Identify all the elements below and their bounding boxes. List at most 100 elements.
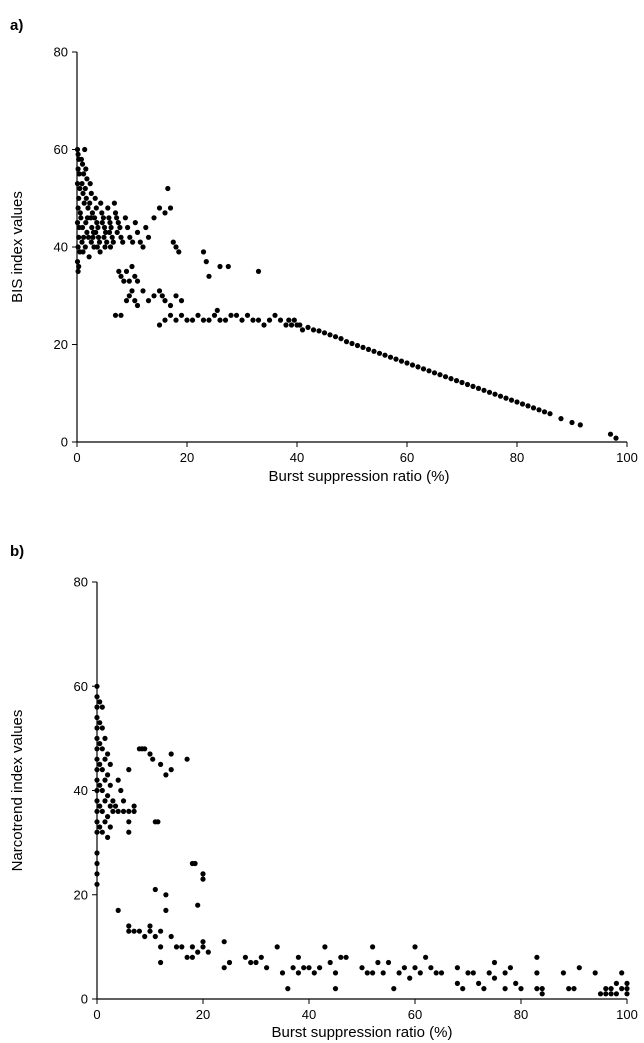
data-point (266, 317, 273, 323)
data-point (189, 954, 195, 960)
data-point (97, 803, 103, 809)
data-point (497, 393, 504, 399)
data-point (508, 397, 515, 403)
data-point (206, 273, 212, 279)
data-point (94, 244, 100, 250)
data-point (370, 944, 376, 950)
data-point (459, 379, 465, 386)
data-point (107, 761, 113, 768)
data-point (502, 970, 508, 976)
data-point (168, 933, 174, 940)
data-point (539, 991, 545, 997)
data-point (412, 965, 418, 971)
data-point (195, 902, 201, 908)
data-point (104, 239, 110, 245)
data-point (283, 322, 289, 328)
data-point (76, 171, 82, 177)
data-point (107, 803, 113, 809)
data-point (382, 352, 388, 358)
data-point (92, 215, 98, 221)
data-point (491, 959, 498, 966)
data-point (126, 928, 132, 934)
data-point (332, 970, 339, 976)
data-point (99, 746, 105, 752)
data-point (152, 933, 158, 940)
x-tick-label: 100 (616, 1007, 638, 1022)
data-point (156, 322, 163, 328)
x-tick-label: 60 (408, 1007, 422, 1022)
data-point (560, 970, 567, 976)
data-point (105, 751, 111, 757)
data-point (364, 970, 370, 976)
data-point (317, 965, 323, 971)
data-point (200, 939, 206, 945)
data-point (332, 986, 339, 992)
data-point (75, 244, 81, 250)
data-point (155, 819, 161, 825)
data-point (131, 803, 137, 809)
data-point (195, 949, 201, 955)
data-point (327, 959, 333, 966)
data-point (255, 268, 262, 274)
x-tick-label: 80 (510, 450, 524, 465)
data-point (470, 970, 476, 976)
data-point (492, 391, 498, 397)
data-point (102, 735, 108, 742)
data-point (79, 161, 86, 167)
data-point (371, 348, 377, 354)
data-point (534, 970, 540, 976)
data-point (486, 389, 493, 395)
data-point (571, 986, 577, 992)
data-point (189, 317, 196, 323)
panel-a: a) BIS index values Burst suppression ra… (9, 17, 638, 485)
data-point (360, 344, 366, 350)
data-point (370, 970, 376, 976)
data-point (248, 959, 254, 966)
data-point (158, 959, 164, 966)
y-tick-label: 40 (54, 240, 68, 255)
data-point (97, 699, 103, 705)
data-point (539, 986, 545, 992)
data-point (97, 824, 103, 830)
x-tick-label: 20 (196, 1007, 210, 1022)
data-point (122, 215, 128, 221)
data-point (81, 234, 87, 240)
data-point (101, 224, 108, 231)
data-point (503, 395, 509, 401)
data-point (534, 986, 540, 992)
data-point (120, 808, 127, 815)
panel-b: b) Narcotrend index values Burst suppres… (9, 543, 638, 1041)
y-tick-label: 40 (74, 783, 88, 798)
data-point (126, 829, 132, 835)
data-point (203, 259, 209, 265)
data-point (470, 383, 476, 389)
data-point (117, 224, 123, 231)
data-point (173, 293, 179, 299)
data-point (99, 787, 105, 794)
data-point (145, 234, 152, 240)
data-point (106, 215, 112, 221)
data-point (78, 215, 84, 221)
data-point (168, 767, 174, 773)
data-point (327, 332, 333, 338)
data-point (163, 772, 169, 778)
data-point (603, 991, 609, 997)
data-point (105, 814, 111, 820)
x-tick-label: 60 (400, 450, 414, 465)
data-point (291, 317, 297, 323)
data-point (228, 312, 234, 318)
data-point (97, 720, 103, 726)
data-point (100, 215, 106, 221)
data-point (200, 317, 207, 323)
data-point (87, 200, 93, 206)
data-point (80, 249, 86, 255)
data-point (95, 234, 102, 240)
data-point (525, 403, 531, 409)
data-point (168, 751, 174, 757)
data-point (75, 151, 81, 157)
data-point (409, 362, 416, 368)
data-point (178, 312, 185, 318)
panel-a-points (74, 146, 619, 441)
data-point (225, 263, 231, 270)
data-point (375, 959, 381, 966)
